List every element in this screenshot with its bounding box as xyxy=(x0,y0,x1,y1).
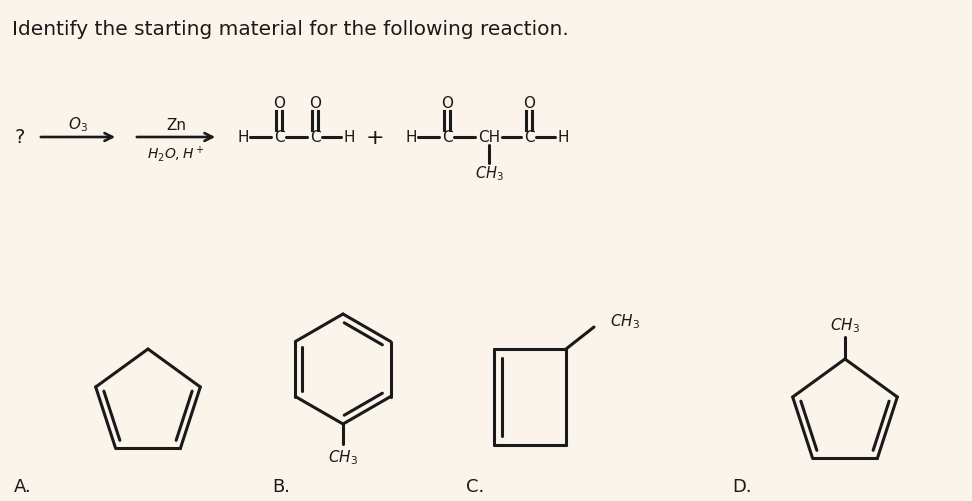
Text: C.: C. xyxy=(466,477,484,495)
Text: H: H xyxy=(237,130,249,145)
Text: O: O xyxy=(273,96,285,111)
Text: Zn: Zn xyxy=(166,117,186,132)
Text: C: C xyxy=(310,130,321,145)
Text: H: H xyxy=(343,130,355,145)
Text: +: + xyxy=(365,128,384,148)
Text: $CH_3$: $CH_3$ xyxy=(328,448,358,466)
Text: C: C xyxy=(524,130,535,145)
Text: B.: B. xyxy=(272,477,290,495)
Text: H: H xyxy=(405,130,417,145)
Text: ?: ? xyxy=(15,128,25,147)
Text: O: O xyxy=(523,96,535,111)
Text: O: O xyxy=(309,96,321,111)
Text: $CH_3$: $CH_3$ xyxy=(610,312,640,331)
Text: C: C xyxy=(441,130,452,145)
Text: $CH_3$: $CH_3$ xyxy=(474,164,503,183)
Text: $O_3$: $O_3$ xyxy=(68,115,87,134)
Text: H: H xyxy=(557,130,569,145)
Text: C: C xyxy=(274,130,285,145)
Text: CH: CH xyxy=(478,130,500,145)
Text: O: O xyxy=(441,96,453,111)
Text: A.: A. xyxy=(14,477,32,495)
Text: D.: D. xyxy=(732,477,751,495)
Text: $CH_3$: $CH_3$ xyxy=(830,316,860,335)
Text: Identify the starting material for the following reaction.: Identify the starting material for the f… xyxy=(12,20,569,39)
Text: $H_2O, H^+$: $H_2O, H^+$ xyxy=(148,144,205,163)
